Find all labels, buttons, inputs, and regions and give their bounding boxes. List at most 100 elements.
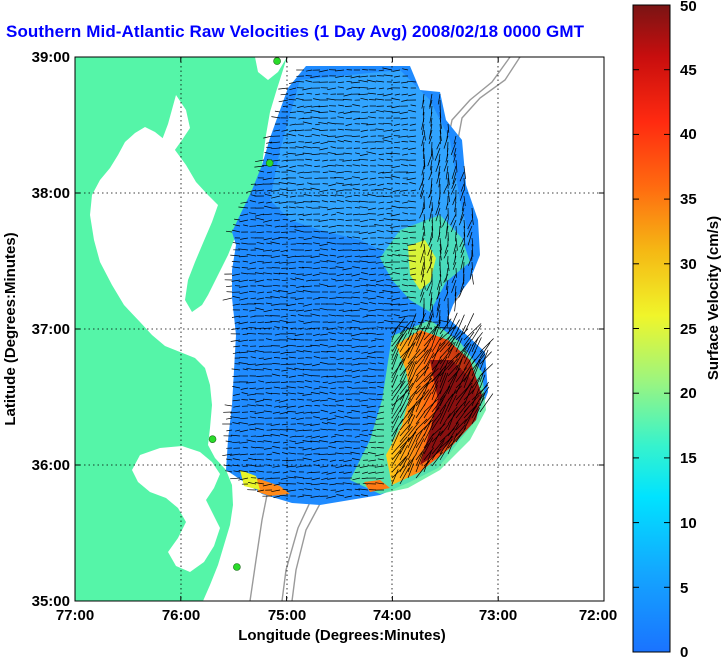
- velocity-vector: [310, 495, 321, 498]
- velocity-vector: [429, 207, 433, 222]
- velocity-vector: [288, 99, 297, 101]
- velocity-vector: [454, 297, 457, 312]
- colorbar-ticks: [633, 4, 670, 653]
- velocity-vector: [304, 380, 313, 383]
- velocity-vector: [272, 446, 281, 449]
- velocity-vector: [439, 439, 453, 461]
- velocity-vector: [431, 399, 444, 419]
- velocity-vector: [338, 471, 345, 473]
- velocity-vector: [273, 441, 281, 444]
- velocity-vector: [327, 397, 337, 401]
- velocity-vector: [431, 369, 444, 389]
- velocity-vector: [399, 392, 410, 413]
- velocity-vector: [278, 272, 289, 275]
- velocity-vector: [222, 297, 233, 301]
- velocity-vector: [443, 291, 449, 302]
- velocity-vector: [313, 230, 321, 233]
- velocity-vector: [352, 357, 361, 361]
- velocity-vector: [408, 164, 417, 167]
- velocity-vector: [407, 135, 417, 138]
- velocity-vector: [256, 225, 265, 227]
- velocity-vector: [239, 285, 249, 288]
- velocity-vector: [336, 189, 345, 192]
- velocity-vector: [257, 477, 265, 480]
- velocity-vector: [352, 458, 361, 461]
- velocity-vector: [350, 309, 361, 312]
- velocity-vector: [391, 353, 399, 371]
- velocity-vector: [352, 375, 361, 379]
- velocity-vector: [304, 385, 313, 389]
- velocity-vector: [318, 219, 329, 222]
- velocity-vector: [327, 207, 337, 211]
- velocity-vector: [361, 237, 369, 240]
- velocity-vector: [354, 435, 361, 438]
- velocity-vector: [399, 405, 415, 425]
- velocity-vector: [305, 158, 313, 161]
- velocity-vector: [374, 338, 385, 341]
- velocity-vector: [303, 188, 313, 191]
- velocity-vector: [367, 351, 377, 355]
- velocity-vector: [336, 368, 345, 371]
- velocity-vector: [239, 297, 249, 301]
- velocity-vector: [272, 284, 281, 287]
- velocity-vector: [359, 332, 369, 335]
- velocity-vector: [297, 134, 305, 137]
- velocity-vector: [447, 421, 459, 437]
- velocity-vector: [423, 147, 425, 160]
- velocity-vector: [406, 171, 417, 174]
- velocity-vector: [447, 332, 457, 353]
- velocity-vector: [338, 429, 345, 432]
- velocity-vector: [463, 165, 466, 179]
- velocity-vector: [391, 456, 407, 473]
- velocity-vector: [344, 446, 353, 449]
- velocity-vector: [287, 182, 297, 185]
- velocity-vector: [354, 255, 361, 258]
- velocity-vector: [410, 273, 417, 276]
- velocity-vector: [241, 272, 249, 275]
- velocity-vector: [262, 261, 273, 264]
- velocity-vector: [319, 194, 329, 197]
- velocity-vector: [295, 429, 305, 432]
- velocity-vector: [409, 123, 417, 126]
- velocity-vector: [345, 314, 353, 317]
- velocity-vector: [270, 423, 281, 427]
- velocity-vector: [375, 482, 385, 485]
- velocity-vector: [469, 267, 473, 280]
- velocity-vector: [329, 201, 337, 203]
- velocity-vector: [376, 229, 385, 233]
- velocity-vector: [343, 380, 353, 383]
- velocity-vector: [431, 437, 446, 455]
- velocity-vector: [266, 453, 273, 456]
- velocity-vector: [302, 117, 313, 119]
- velocity-vector: [415, 429, 424, 443]
- velocity-vector: [455, 337, 463, 353]
- velocity-vector: [302, 266, 313, 269]
- velocity-vector: [312, 459, 321, 463]
- velocity-vector: [305, 80, 313, 83]
- velocity-vector: [310, 392, 321, 395]
- velocity-vector: [455, 400, 471, 419]
- velocity-vector: [241, 392, 249, 395]
- velocity-vector: [287, 169, 297, 173]
- colorbar-tick-label: 15: [680, 450, 697, 467]
- velocity-vector: [280, 225, 289, 227]
- velocity-vector: [376, 248, 385, 251]
- velocity-vector: [334, 415, 345, 419]
- velocity-vector: [391, 297, 401, 301]
- velocity-vector: [367, 261, 377, 263]
- velocity-vector: [270, 296, 281, 299]
- velocity-vector: [394, 93, 401, 96]
- velocity-vector: [451, 279, 457, 293]
- velocity-vector: [378, 219, 385, 221]
- velocity-vector: [391, 361, 401, 383]
- velocity-vector: [431, 342, 446, 359]
- velocity-vector: [247, 267, 257, 270]
- velocity-vector: [338, 459, 345, 461]
- velocity-vector: [296, 309, 305, 312]
- velocity-vector: [434, 147, 441, 161]
- velocity-vector: [231, 279, 241, 282]
- velocity-vector: [423, 243, 426, 255]
- velocity-vector: [447, 171, 450, 186]
- velocity-vector: [272, 153, 281, 156]
- velocity-vector: [281, 423, 289, 426]
